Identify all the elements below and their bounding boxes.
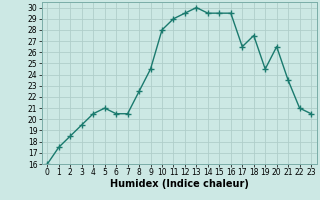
- X-axis label: Humidex (Indice chaleur): Humidex (Indice chaleur): [110, 179, 249, 189]
